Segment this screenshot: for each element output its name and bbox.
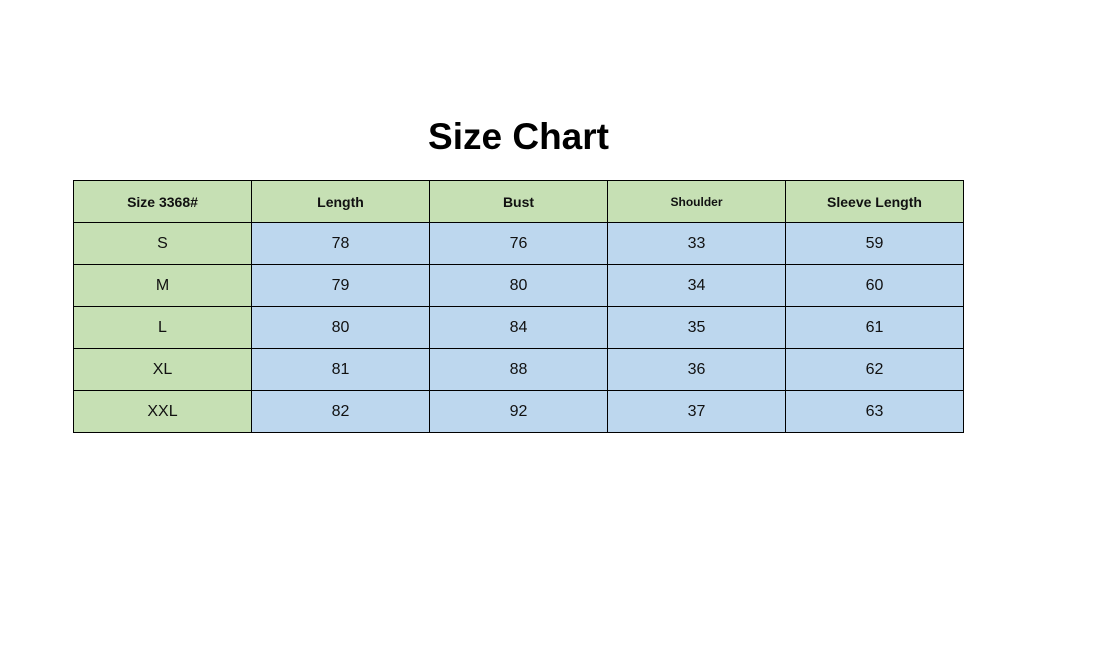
value-cell: 35 [607,306,786,349]
value-cell: 79 [251,264,430,307]
value-cell: 36 [607,348,786,391]
page-title: Size Chart [428,116,609,157]
header-row: Size 3368# Length Bust Shoulder Sleeve Lengt… [73,180,964,223]
value-cell: 33 [607,222,786,265]
value-cell: 37 [607,390,786,433]
size-cell: M [73,264,252,307]
size-cell: S [73,222,252,265]
value-cell: 76 [429,222,608,265]
column-header: Length [251,180,430,223]
column-header: Sleeve Length [785,180,964,223]
size-cell: XXL [73,390,252,433]
table-row: S 78 76 33 59 [73,222,964,265]
column-header: Bust [429,180,608,223]
size-chart-table: Size 3368# Length Bust Shoulder Sleeve Lengt… [73,180,964,433]
table-row: L 80 84 35 61 [73,306,964,349]
value-cell: 60 [785,264,964,307]
value-cell: 82 [251,390,430,433]
column-header: Size 3368# [73,180,252,223]
column-header: Shoulder [607,180,786,223]
table-row: M 79 80 34 60 [73,264,964,307]
value-cell: 59 [785,222,964,265]
value-cell: 84 [429,306,608,349]
value-cell: 78 [251,222,430,265]
value-cell: 61 [785,306,964,349]
value-cell: 88 [429,348,608,391]
value-cell: 80 [429,264,608,307]
value-cell: 62 [785,348,964,391]
size-cell: XL [73,348,252,391]
value-cell: 92 [429,390,608,433]
value-cell: 34 [607,264,786,307]
value-cell: 81 [251,348,430,391]
value-cell: 80 [251,306,430,349]
value-cell: 63 [785,390,964,433]
size-cell: L [73,306,252,349]
table-row: XXL 82 92 37 63 [73,390,964,433]
table-row: XL 81 88 36 62 [73,348,964,391]
